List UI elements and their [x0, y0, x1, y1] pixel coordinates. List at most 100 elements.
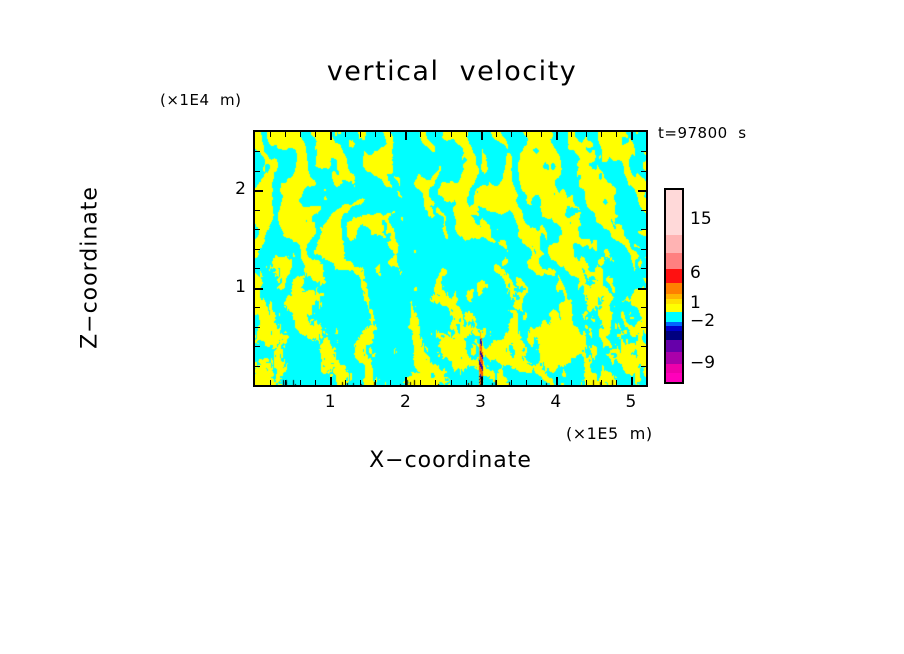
- tick-mark: [480, 377, 483, 385]
- colorbar-band: [666, 331, 682, 340]
- colorbar-tick-label: 6: [690, 263, 701, 283]
- tick-mark: [330, 377, 333, 385]
- colorbar-tick-label: 15: [690, 209, 712, 229]
- tick-mark: [525, 132, 527, 137]
- tick-mark: [450, 132, 452, 137]
- tick-mark: [420, 380, 422, 385]
- colorbar-band: [666, 325, 682, 331]
- tick-mark: [465, 380, 467, 385]
- tick-mark: [525, 380, 527, 385]
- colorbar-band: [666, 299, 682, 304]
- tick-mark: [255, 170, 260, 172]
- tick-mark: [330, 132, 333, 140]
- tick-mark: [465, 132, 467, 137]
- tick-mark: [540, 132, 542, 137]
- tick-mark: [641, 170, 646, 172]
- colorbar-band: [666, 235, 682, 253]
- colorbar-band: [666, 304, 682, 313]
- tick-mark: [255, 287, 263, 290]
- y-axis-title: Z−coordinate: [77, 186, 103, 349]
- colorbar-band: [666, 294, 682, 300]
- tick-mark: [255, 248, 260, 250]
- colorbar-tick-label: 1: [690, 293, 701, 313]
- tick-mark: [255, 365, 260, 367]
- tick-mark: [420, 132, 422, 137]
- tick-mark: [641, 209, 646, 211]
- tick-mark: [375, 132, 377, 137]
- tick-mark: [435, 132, 437, 137]
- tick-mark: [270, 132, 272, 137]
- x-tick-label: 3: [475, 392, 486, 412]
- tick-mark: [360, 132, 362, 137]
- tick-mark: [405, 377, 408, 385]
- tick-mark: [630, 132, 633, 140]
- tick-mark: [615, 132, 617, 137]
- tick-mark: [495, 132, 497, 137]
- tick-mark: [641, 151, 646, 153]
- colorbar-band: [666, 340, 682, 352]
- x-tick-label: 5: [625, 392, 637, 412]
- tick-mark: [630, 377, 633, 385]
- x-tick-label: 4: [550, 392, 562, 412]
- tick-mark: [405, 132, 408, 140]
- tick-mark: [638, 190, 646, 193]
- tick-mark: [641, 326, 646, 328]
- tick-mark: [255, 209, 260, 211]
- tick-mark: [255, 190, 263, 193]
- tick-mark: [638, 287, 646, 290]
- tick-mark: [315, 380, 317, 385]
- tick-mark: [255, 307, 260, 309]
- y-tick-label: 1: [235, 276, 246, 297]
- tick-mark: [555, 377, 558, 385]
- tick-mark: [570, 132, 572, 137]
- tick-mark: [300, 132, 302, 137]
- tick-mark: [435, 380, 437, 385]
- tick-mark: [555, 132, 558, 140]
- tick-mark: [641, 365, 646, 367]
- tick-mark: [345, 380, 347, 385]
- tick-mark: [600, 132, 602, 137]
- tick-mark: [540, 380, 542, 385]
- y-tick-label: 2: [235, 179, 246, 200]
- tick-mark: [641, 248, 646, 250]
- colorbar-band: [666, 322, 682, 326]
- tick-mark: [585, 132, 587, 137]
- page-title: vertical velocity: [326, 56, 578, 87]
- tick-mark: [360, 380, 362, 385]
- colorbar-tick-label: −2: [690, 311, 716, 331]
- x-axis-title: X−coordinate: [369, 448, 532, 473]
- colorbar-band: [666, 373, 682, 382]
- plot-area: [253, 130, 648, 387]
- colorbar-band: [666, 190, 682, 235]
- tick-mark: [641, 346, 646, 348]
- tick-mark: [480, 132, 483, 140]
- colorbar-band: [666, 352, 682, 364]
- tick-mark: [495, 380, 497, 385]
- tick-mark: [450, 380, 452, 385]
- tick-mark: [510, 132, 512, 137]
- tick-mark: [255, 326, 260, 328]
- time-annotation: t=97800 s: [658, 124, 747, 142]
- tick-mark: [375, 380, 377, 385]
- colorbar: [664, 188, 684, 384]
- x-tick-label: 2: [399, 392, 411, 412]
- colorbar-band: [666, 253, 682, 270]
- tick-mark: [641, 229, 646, 231]
- tick-mark: [510, 380, 512, 385]
- tick-mark: [641, 268, 646, 270]
- tick-mark: [390, 380, 392, 385]
- tick-mark: [255, 151, 260, 153]
- x-axis-unit-label: (×1E5 m): [566, 424, 653, 443]
- tick-mark: [255, 268, 260, 270]
- x-tick-label: 1: [324, 392, 336, 412]
- colorbar-band: [666, 283, 682, 295]
- tick-mark: [390, 132, 392, 137]
- colorbar-band: [666, 312, 682, 322]
- colorbar-band: [666, 269, 682, 283]
- tick-mark: [615, 380, 617, 385]
- y-axis-unit-label: (×1E4 m): [160, 91, 242, 109]
- tick-mark: [600, 380, 602, 385]
- tick-mark: [570, 380, 572, 385]
- colorbar-band: [666, 364, 682, 373]
